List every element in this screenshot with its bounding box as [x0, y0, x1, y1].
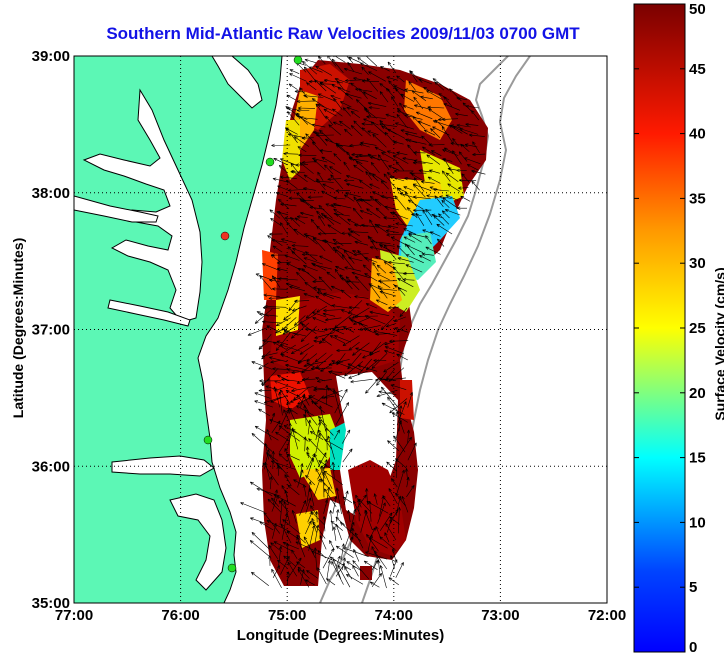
- x-tick-label: 73:00: [481, 607, 519, 624]
- velocity-region: [400, 380, 414, 420]
- colorbar-tick-label: 5: [689, 579, 697, 596]
- colorbar-tick-label: 30: [689, 255, 706, 272]
- velocity-region: [270, 292, 400, 372]
- arrow-field: [240, 56, 486, 589]
- colorbar-tick-label: 25: [689, 320, 706, 337]
- james-river: [107, 299, 191, 327]
- station-marker: [293, 56, 303, 65]
- velocity-region: [300, 468, 336, 500]
- velocity-region: [360, 566, 372, 580]
- colorbar-tick-label: 15: [689, 450, 706, 467]
- grid: [74, 56, 607, 603]
- y-tick-label: 38:00: [32, 185, 70, 202]
- station-marker: [203, 435, 213, 445]
- colorbar-tick-label: 0: [689, 639, 697, 656]
- chart-title: Southern Mid-Atlantic Raw Velocities 200…: [106, 24, 580, 43]
- x-axis-label: Longitude (Degrees:Minutes): [236, 627, 445, 644]
- potomac-river: [74, 195, 159, 223]
- velocity-region: [270, 372, 310, 410]
- y-tick-label: 35:00: [32, 595, 70, 612]
- delaware-bay: [211, 56, 263, 109]
- y-tick-label: 36:00: [32, 458, 70, 475]
- x-tick-label: 74:00: [375, 607, 413, 624]
- colorbar-tick-label: 50: [689, 1, 706, 18]
- y-tick-label: 39:00: [32, 48, 70, 65]
- station-marker: [265, 157, 275, 167]
- x-tick-label: 72:00: [588, 607, 626, 624]
- x-tick-label: 77:00: [55, 607, 93, 624]
- axes-frame: [73, 55, 608, 604]
- pamlico-sound: [169, 493, 227, 591]
- colorbar-tick-label: 40: [689, 126, 706, 143]
- colorbar-tick-label: 10: [689, 514, 706, 531]
- velocity-field: [262, 60, 488, 586]
- velocity-region: [404, 80, 452, 140]
- chesapeake-bay: [82, 88, 203, 323]
- y-tick-label: 37:00: [32, 322, 70, 339]
- x-tick-labels: 77:00 76:00 75:00 74:00 73:00 72:00: [55, 607, 626, 624]
- velocity-arrows: [240, 56, 486, 589]
- station-marker: [227, 563, 237, 573]
- x-tick-label: 75:00: [268, 607, 306, 624]
- velocity-region: [262, 250, 278, 300]
- colorbar: [633, 3, 686, 653]
- velocity-region: [276, 296, 300, 336]
- y-tick-labels: 39:00 38:00 37:00 36:00 35:00: [32, 48, 70, 612]
- station-marker: [220, 231, 230, 241]
- x-tick-label: 76:00: [161, 607, 199, 624]
- colorbar-tick-label: 35: [689, 190, 706, 207]
- colorbar-label: Surface Velocity (cm/s): [712, 267, 724, 421]
- velocity-region: [296, 510, 320, 548]
- velocity-region: [348, 460, 406, 556]
- colorbar-tick-label: 20: [689, 385, 706, 402]
- colorbar-tick-label: 45: [689, 61, 706, 78]
- y-axis-label: Latitude (Degrees:Minutes): [10, 237, 26, 419]
